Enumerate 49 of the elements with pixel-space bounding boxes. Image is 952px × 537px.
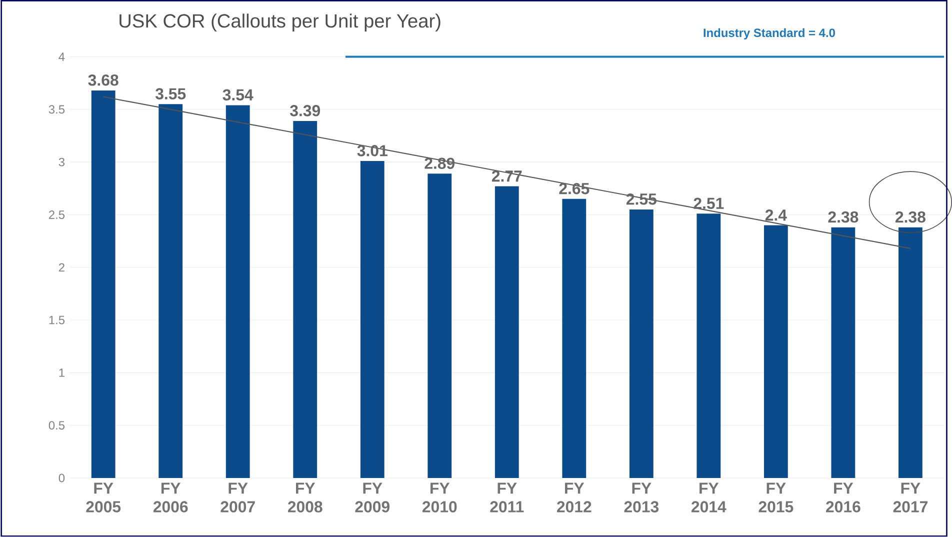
bar	[898, 227, 922, 478]
x-tick-label: FY 2012	[556, 482, 592, 513]
x-tick-label: FY 2010	[422, 482, 457, 513]
y-tick-label: 2.5	[49, 210, 65, 220]
bar	[562, 199, 586, 478]
y-tick-label: 2	[58, 263, 64, 272]
x-tick-label: FY 2015	[758, 482, 794, 513]
x-tick-label: FY 2008	[288, 482, 322, 513]
data-label: 2.77	[492, 170, 522, 182]
data-label: 2.65	[559, 183, 590, 194]
bar	[91, 90, 116, 478]
chart-title: USK COR (Callouts per Unit per Year)	[120, 14, 440, 32]
bar	[764, 225, 788, 478]
data-label: 2.38	[896, 211, 926, 223]
bar	[428, 174, 452, 478]
data-label: 3.55	[155, 88, 186, 100]
x-tick-label: FY 2016	[826, 482, 860, 513]
bar	[360, 161, 384, 478]
data-label: 2.4	[765, 210, 787, 221]
x-tick-label: FY 2017	[893, 482, 928, 513]
data-label: 3.68	[88, 74, 118, 86]
x-tick-label: FY 2007	[220, 482, 255, 513]
bar	[629, 210, 654, 478]
x-tick-label: FY 2009	[355, 482, 390, 513]
x-tick-label: FY 2005	[86, 482, 121, 513]
bar	[831, 227, 856, 478]
x-tick-label: FY 2013	[624, 482, 659, 513]
x-tick-label: FY 2006	[153, 482, 188, 513]
y-tick-label: 0.5	[48, 421, 65, 430]
data-label: 3.01	[357, 145, 388, 156]
y-tick-label: 0	[58, 474, 65, 482]
y-tick-label: 1.5	[49, 316, 65, 324]
bar	[293, 121, 318, 478]
data-label: 2.38	[828, 211, 858, 223]
x-tick-label: FY 2014	[692, 482, 726, 513]
data-label: 2.51	[694, 198, 724, 210]
data-label: 2.89	[424, 158, 455, 170]
bar	[158, 104, 183, 478]
x-tick-label: FY 2011	[490, 482, 524, 513]
y-tick-label: 4	[58, 52, 65, 61]
bar	[696, 214, 721, 478]
bar	[494, 186, 519, 478]
data-label: 3.39	[290, 105, 320, 116]
bar	[226, 105, 250, 478]
ref-line-label: Industry Standard = 4.0	[704, 28, 835, 40]
y-tick-label: 1	[59, 368, 64, 377]
y-tick-label: 3.5	[48, 105, 65, 114]
data-label: 3.54	[222, 89, 254, 101]
y-tick-label: 3	[58, 158, 64, 166]
